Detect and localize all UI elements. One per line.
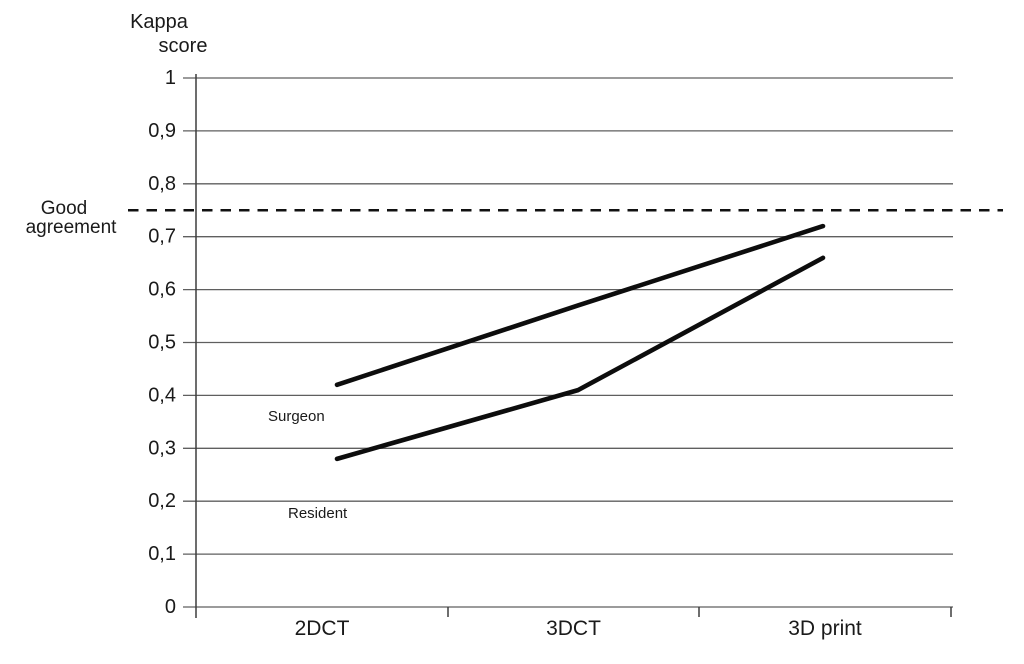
resident-line: [334, 255, 826, 462]
category-label-3dct: 3DCT: [546, 617, 601, 640]
y-tick-label: 0,6: [148, 279, 176, 301]
axes: [195, 74, 952, 618]
resident-series-label: Resident: [288, 505, 348, 522]
good-agreement-label-line-1: Good: [41, 198, 87, 219]
y-axis-tick-labels: 0 0,1 0,2 0,3 0,4 0,5 0,6 0,7 0,8 0,9 1: [148, 67, 176, 618]
surgeon-line: [334, 223, 826, 388]
y-tick-label: 0,4: [148, 384, 176, 406]
category-label-2dct: 2DCT: [295, 617, 350, 640]
y-tick-label: 0,8: [148, 173, 176, 195]
y-tick-label: 0,5: [148, 332, 176, 354]
y-tick-label: 0,3: [148, 437, 176, 459]
good-agreement-label-line-2: agreement: [26, 217, 118, 238]
y-tick-label: 0,7: [148, 226, 176, 248]
y-tick-label: 0: [165, 596, 176, 618]
x-axis-category-labels: 2DCT 3DCT 3D print: [295, 617, 862, 640]
data-series-lines: [334, 223, 826, 462]
y-tick-label: 0,2: [148, 490, 176, 512]
y-tick-label: 0,9: [148, 120, 176, 142]
y-axis-title-line-1: Kappa: [130, 11, 189, 33]
y-tick-label: 1: [165, 67, 176, 89]
y-axis-title-line-2: score: [159, 35, 208, 57]
gridlines: [183, 77, 953, 608]
category-label-3d-print: 3D print: [788, 617, 862, 640]
surgeon-series-label: Surgeon: [268, 408, 325, 425]
y-tick-label: 0,1: [148, 543, 176, 565]
